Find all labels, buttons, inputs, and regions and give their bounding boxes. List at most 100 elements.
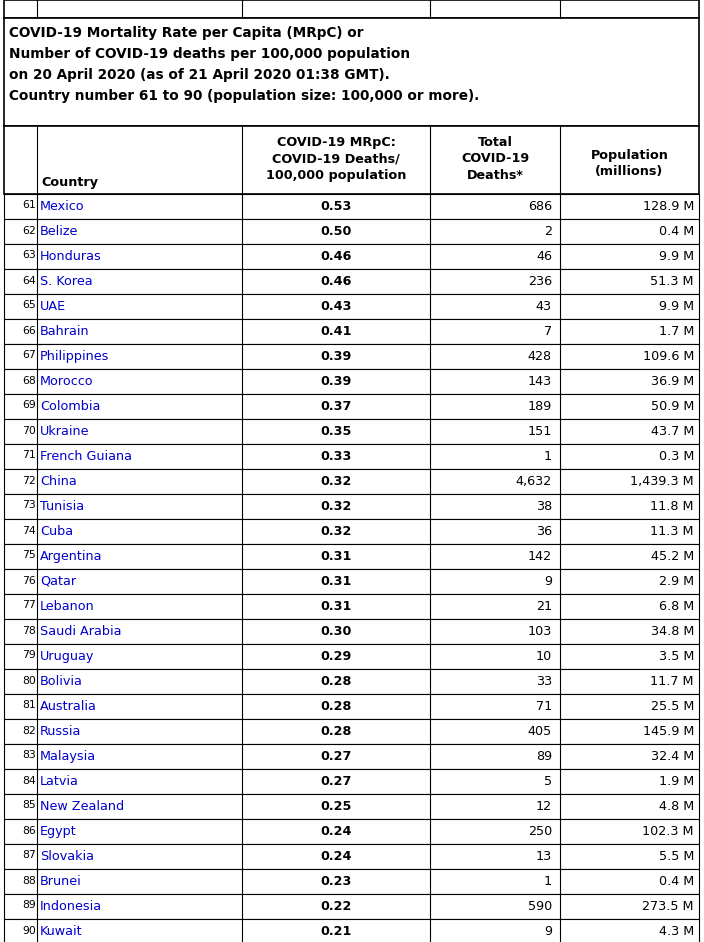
Text: 0.4 M: 0.4 M	[659, 225, 694, 238]
Text: 0.4 M: 0.4 M	[659, 875, 694, 888]
Text: Belize: Belize	[40, 225, 78, 238]
Bar	[4, 769, 699, 794]
Bar	[4, 544, 699, 569]
Bar	[4, 469, 699, 494]
Text: Population
(millions): Population (millions)	[591, 149, 668, 178]
Text: 11.3 M: 11.3 M	[650, 525, 694, 538]
Text: 74: 74	[23, 526, 36, 535]
Text: 89: 89	[23, 901, 36, 911]
Text: 75: 75	[23, 550, 36, 560]
Text: COVID-19 MRpC:
COVID-19 Deaths/
100,000 population: COVID-19 MRpC: COVID-19 Deaths/ 100,000 …	[266, 136, 406, 182]
Text: Philippines: Philippines	[40, 350, 109, 363]
Bar	[4, 18, 699, 126]
Text: 79: 79	[23, 651, 36, 660]
Text: 4,632: 4,632	[516, 475, 552, 488]
Text: 4.3 M: 4.3 M	[659, 925, 694, 938]
Text: Tunisia: Tunisia	[40, 500, 84, 513]
Text: 6.8 M: 6.8 M	[659, 600, 694, 613]
Text: 0.29: 0.29	[320, 650, 352, 663]
Text: 9.9 M: 9.9 M	[659, 250, 694, 263]
Text: 9: 9	[544, 575, 552, 588]
Text: 0.35: 0.35	[320, 425, 352, 438]
Bar	[4, 619, 699, 644]
Text: 0.50: 0.50	[320, 225, 352, 238]
Text: 82: 82	[23, 725, 36, 736]
Text: 11.7 M: 11.7 M	[650, 675, 694, 688]
Text: 25.5 M: 25.5 M	[650, 700, 694, 713]
Text: 189: 189	[528, 400, 552, 413]
Bar	[4, 494, 699, 519]
Text: 72: 72	[23, 476, 36, 485]
Text: 87: 87	[23, 851, 36, 860]
Bar	[4, 344, 699, 369]
Bar	[4, 894, 699, 919]
Text: 36.9 M: 36.9 M	[650, 375, 694, 388]
Text: Brunei: Brunei	[40, 875, 82, 888]
Bar	[4, 319, 699, 344]
Text: 273.5 M: 273.5 M	[643, 900, 694, 913]
Text: Malaysia: Malaysia	[40, 750, 96, 763]
Bar	[4, 294, 699, 319]
Text: 405: 405	[528, 725, 552, 738]
Text: 1: 1	[544, 875, 552, 888]
Text: 36: 36	[536, 525, 552, 538]
Text: New Zealand: New Zealand	[40, 800, 124, 813]
Text: 142: 142	[528, 550, 552, 563]
Text: Australia: Australia	[40, 700, 97, 713]
Text: Colombia: Colombia	[40, 400, 101, 413]
Text: 0.31: 0.31	[320, 600, 352, 613]
Bar	[4, 569, 699, 594]
Text: 2: 2	[544, 225, 552, 238]
Text: Bolivia: Bolivia	[40, 675, 83, 688]
Text: 0.33: 0.33	[320, 450, 352, 463]
Text: 66: 66	[23, 326, 36, 335]
Text: 686: 686	[528, 200, 552, 213]
Text: 143: 143	[528, 375, 552, 388]
Bar	[4, 244, 699, 269]
Text: 4.8 M: 4.8 M	[659, 800, 694, 813]
Text: 0.31: 0.31	[320, 575, 352, 588]
Bar	[4, 719, 699, 744]
Text: 0.23: 0.23	[320, 875, 352, 888]
Text: 13: 13	[536, 850, 552, 863]
Text: 236: 236	[528, 275, 552, 288]
Text: 0.27: 0.27	[320, 775, 352, 788]
Text: UAE: UAE	[40, 300, 66, 313]
Text: Russia: Russia	[40, 725, 82, 738]
Text: Cuba: Cuba	[40, 525, 73, 538]
Text: 0.46: 0.46	[320, 275, 352, 288]
Text: 128.9 M: 128.9 M	[643, 200, 694, 213]
Text: 38: 38	[536, 500, 552, 513]
Text: 78: 78	[23, 625, 36, 636]
Text: 428: 428	[528, 350, 552, 363]
Text: 0.24: 0.24	[320, 825, 352, 838]
Text: 0.53: 0.53	[320, 200, 352, 213]
Text: 21: 21	[536, 600, 552, 613]
Text: 50.9 M: 50.9 M	[650, 400, 694, 413]
Text: Total
COVID-19
Deaths*: Total COVID-19 Deaths*	[461, 136, 529, 182]
Text: Morocco: Morocco	[40, 375, 94, 388]
Text: 84: 84	[23, 775, 36, 786]
Text: 0.28: 0.28	[320, 700, 352, 713]
Text: 0.3 M: 0.3 M	[659, 450, 694, 463]
Bar	[4, 919, 699, 942]
Text: 63: 63	[23, 251, 36, 261]
Text: 68: 68	[23, 376, 36, 385]
Text: 81: 81	[23, 701, 36, 710]
Bar	[4, 844, 699, 869]
Text: 70: 70	[22, 426, 36, 435]
Text: 69: 69	[23, 400, 36, 411]
Text: Lebanon: Lebanon	[40, 600, 95, 613]
Text: Indonesia: Indonesia	[40, 900, 102, 913]
Text: 45.2 M: 45.2 M	[650, 550, 694, 563]
Text: 0.24: 0.24	[320, 850, 352, 863]
Text: Bahrain: Bahrain	[40, 325, 89, 338]
Text: 46: 46	[536, 250, 552, 263]
Bar	[4, 126, 699, 194]
Text: French Guiana: French Guiana	[40, 450, 132, 463]
Text: 61: 61	[23, 201, 36, 210]
Text: 0.32: 0.32	[320, 475, 352, 488]
Text: 85: 85	[23, 801, 36, 810]
Text: COVID-19 Mortality Rate per Capita (MRpC) or
Number of COVID-19 deaths per 100,0: COVID-19 Mortality Rate per Capita (MRpC…	[9, 26, 479, 104]
Text: 0.27: 0.27	[320, 750, 352, 763]
